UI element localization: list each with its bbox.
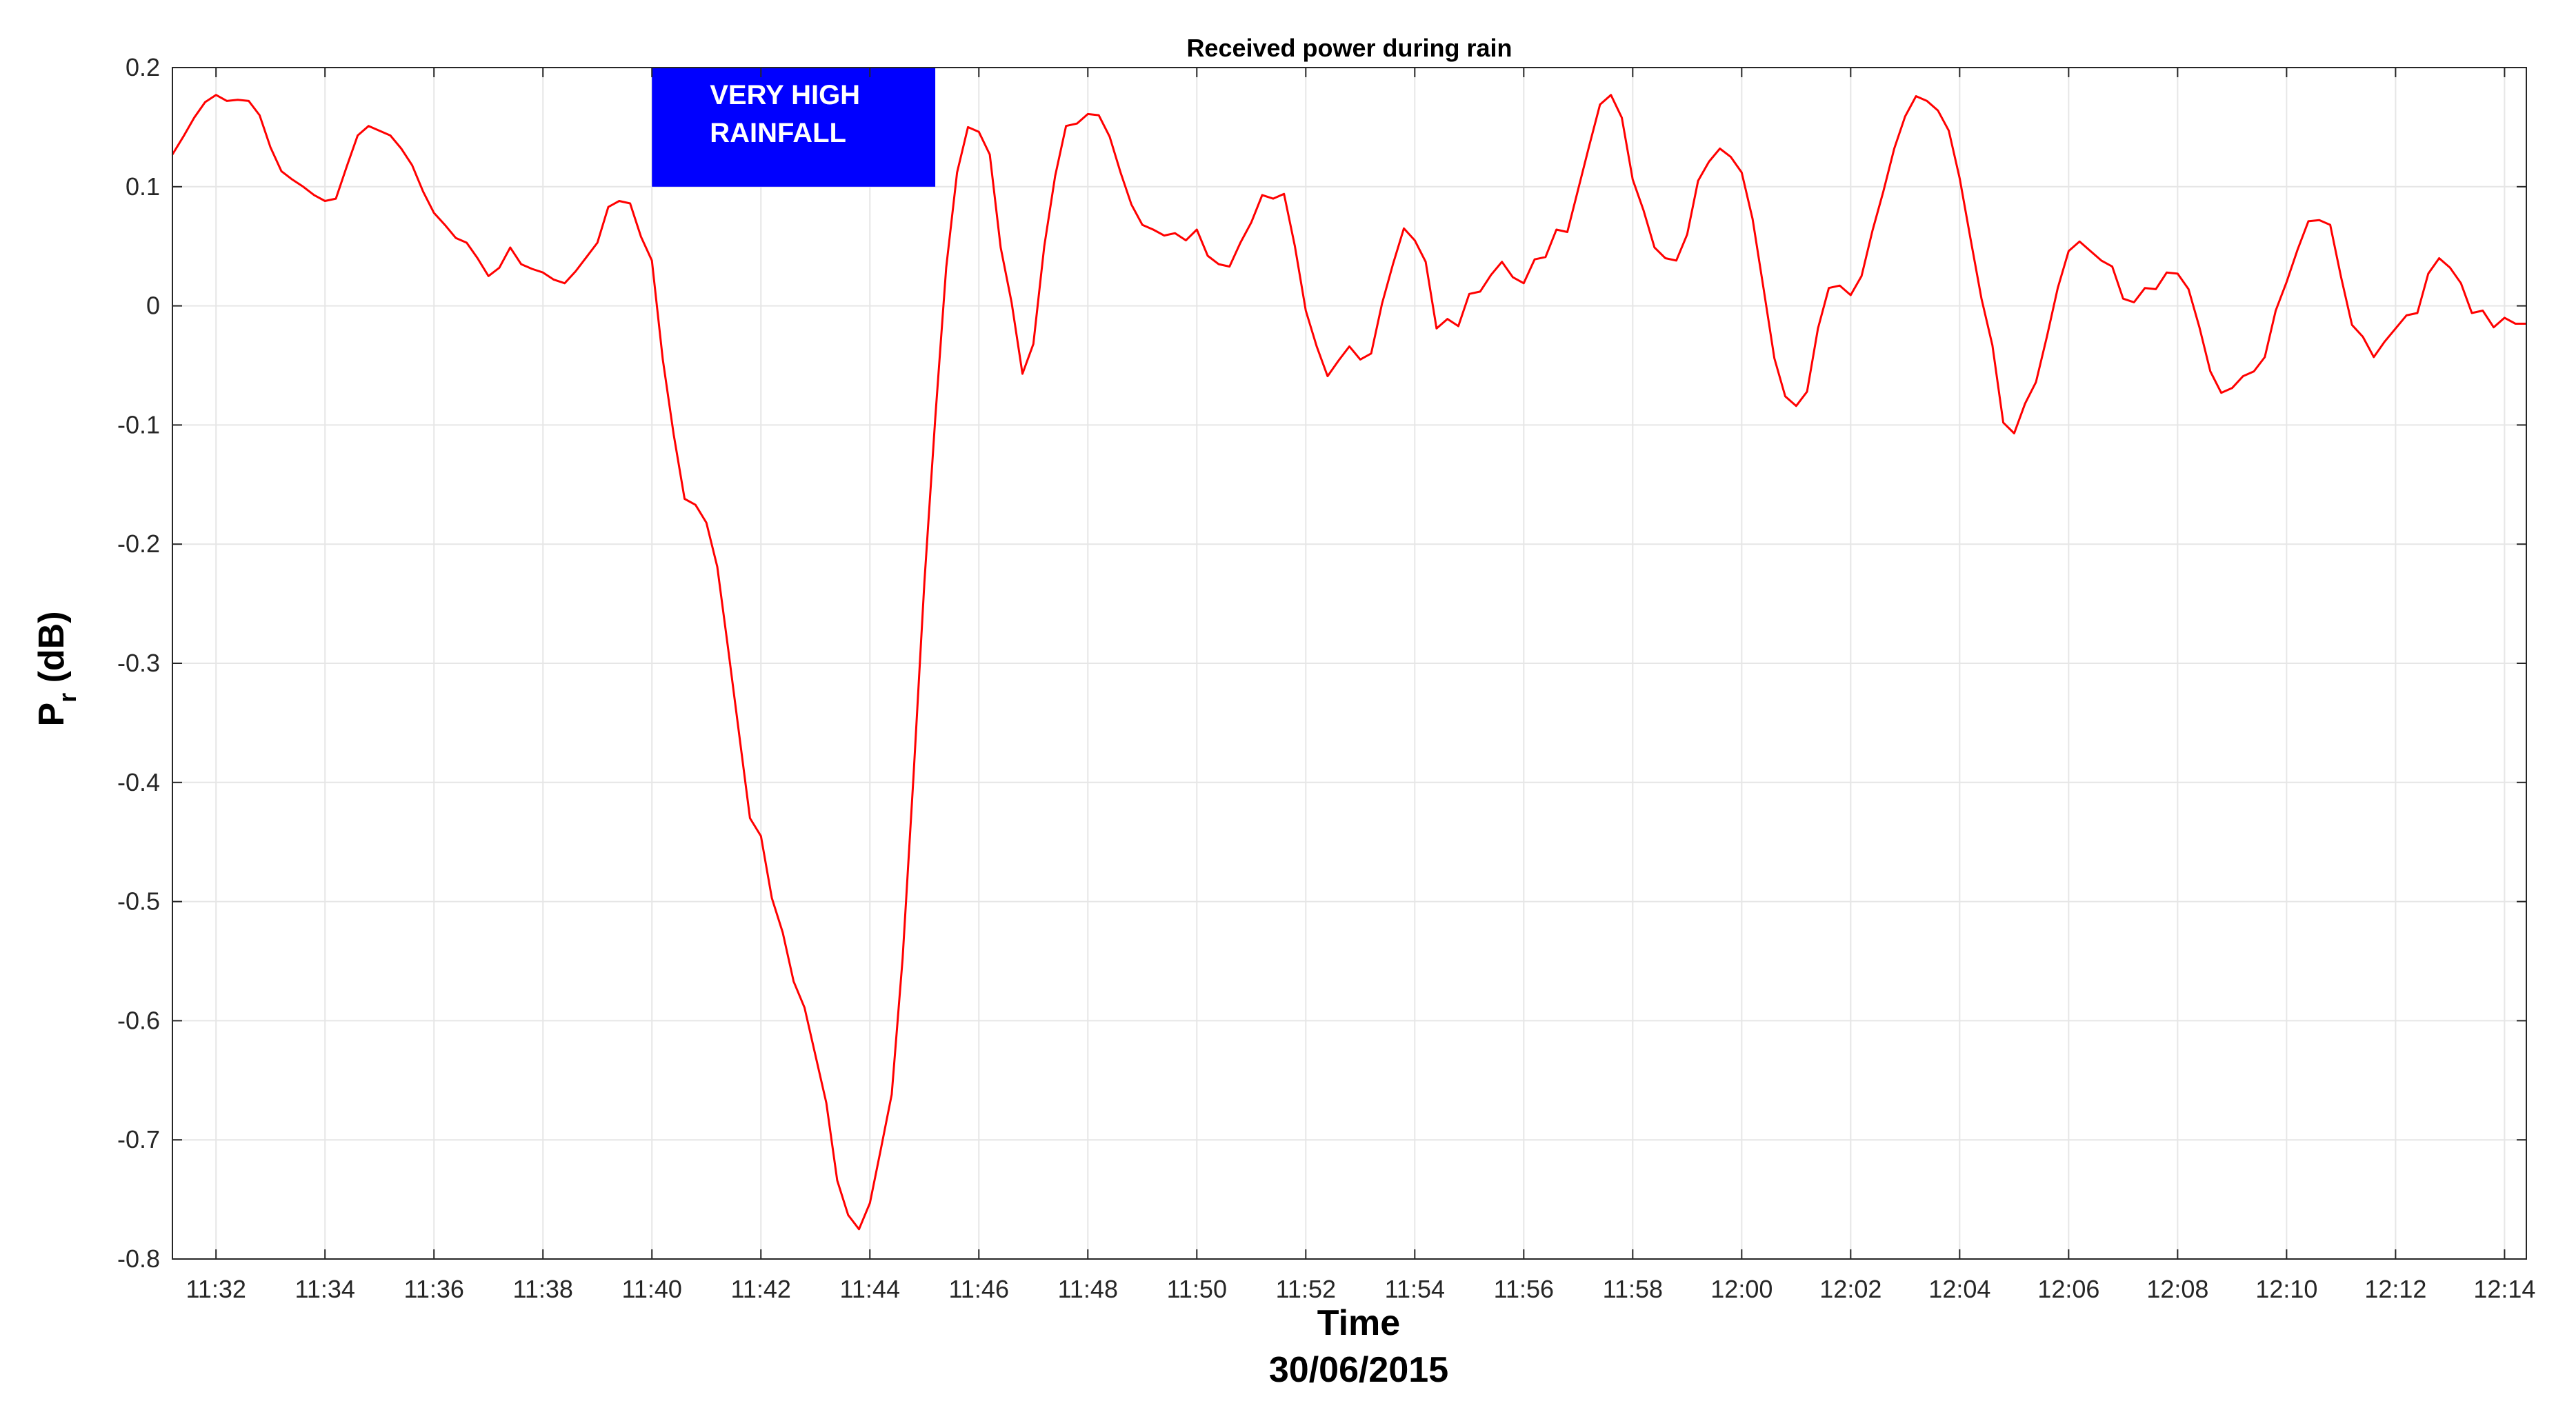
x-tick-label: 11:36 (404, 1275, 464, 1303)
x-tick-label: 11:44 (840, 1275, 900, 1303)
y-tick-label: 0.2 (126, 53, 160, 81)
x-tick-label: 11:38 (513, 1275, 573, 1303)
y-tick-label: -0.3 (117, 649, 160, 677)
annotation-text-line1: VERY HIGH (710, 80, 860, 110)
y-axis-label-symbol: P (32, 703, 72, 727)
series-line (171, 94, 2526, 1231)
y-tick-label: -0.7 (117, 1125, 160, 1154)
x-tick-label: 11:56 (1494, 1275, 1554, 1303)
x-axis-date-label: 30/06/2015 (1269, 1350, 1448, 1390)
y-tick-label: -0.6 (117, 1006, 160, 1034)
x-tick-label: 12:12 (2364, 1275, 2426, 1303)
annotation-group: VERY HIGH RAINFALL (652, 68, 936, 187)
x-tick-label: 12:02 (1819, 1275, 1881, 1303)
y-axis-label: Pr (dB) (32, 611, 81, 726)
y-tick-label: -0.8 (117, 1245, 160, 1273)
y-axis-ticks: 0.2 0.1 0 -0.1 -0.2 -0.3 -0.4 -0.5 -0.6 -0.7 -0.8 (117, 53, 2526, 1273)
x-tick-label: 12:10 (2255, 1275, 2317, 1303)
y-tick-label: -0.5 (117, 887, 160, 916)
x-tick-label: 11:48 (1058, 1275, 1118, 1303)
y-tick-label: -0.1 (117, 410, 160, 439)
x-tick-label: 12:06 (2037, 1275, 2099, 1303)
y-axis-label-subscript: r (53, 693, 81, 703)
x-tick-label: 12:00 (1710, 1275, 1773, 1303)
x-axis-ticks: 11:32 11:34 11:36 11:38 11:40 11:42 11:44 11:46… (186, 68, 2535, 1303)
x-tick-label: 11:46 (949, 1275, 1009, 1303)
x-tick-label: 11:42 (731, 1275, 791, 1303)
y-tick-label: -0.4 (117, 768, 160, 796)
x-tick-label: 11:50 (1167, 1275, 1227, 1303)
annotation-box (652, 68, 936, 187)
chart-title: Received power during rain (1186, 34, 1512, 62)
x-tick-label: 11:32 (186, 1275, 246, 1303)
x-axis-label: Time (1317, 1303, 1400, 1343)
x-tick-label: 12:08 (2146, 1275, 2208, 1303)
x-tick-label: 11:40 (622, 1275, 682, 1303)
y-axis-label-unit: (dB) (32, 611, 72, 692)
series-group (171, 94, 2526, 1231)
x-tick-label: 12:04 (1928, 1275, 1990, 1303)
annotation-text-line2: RAINFALL (710, 118, 846, 148)
y-tick-label: 0 (146, 292, 160, 320)
x-tick-label: 11:34 (295, 1275, 355, 1303)
y-tick-label: 0.1 (126, 172, 160, 201)
x-tick-label: 11:54 (1385, 1275, 1445, 1303)
x-tick-label: 12:14 (2473, 1275, 2535, 1303)
x-tick-label: 11:58 (1603, 1275, 1663, 1303)
y-tick-label: -0.2 (117, 530, 160, 558)
x-tick-label: 11:52 (1276, 1275, 1336, 1303)
